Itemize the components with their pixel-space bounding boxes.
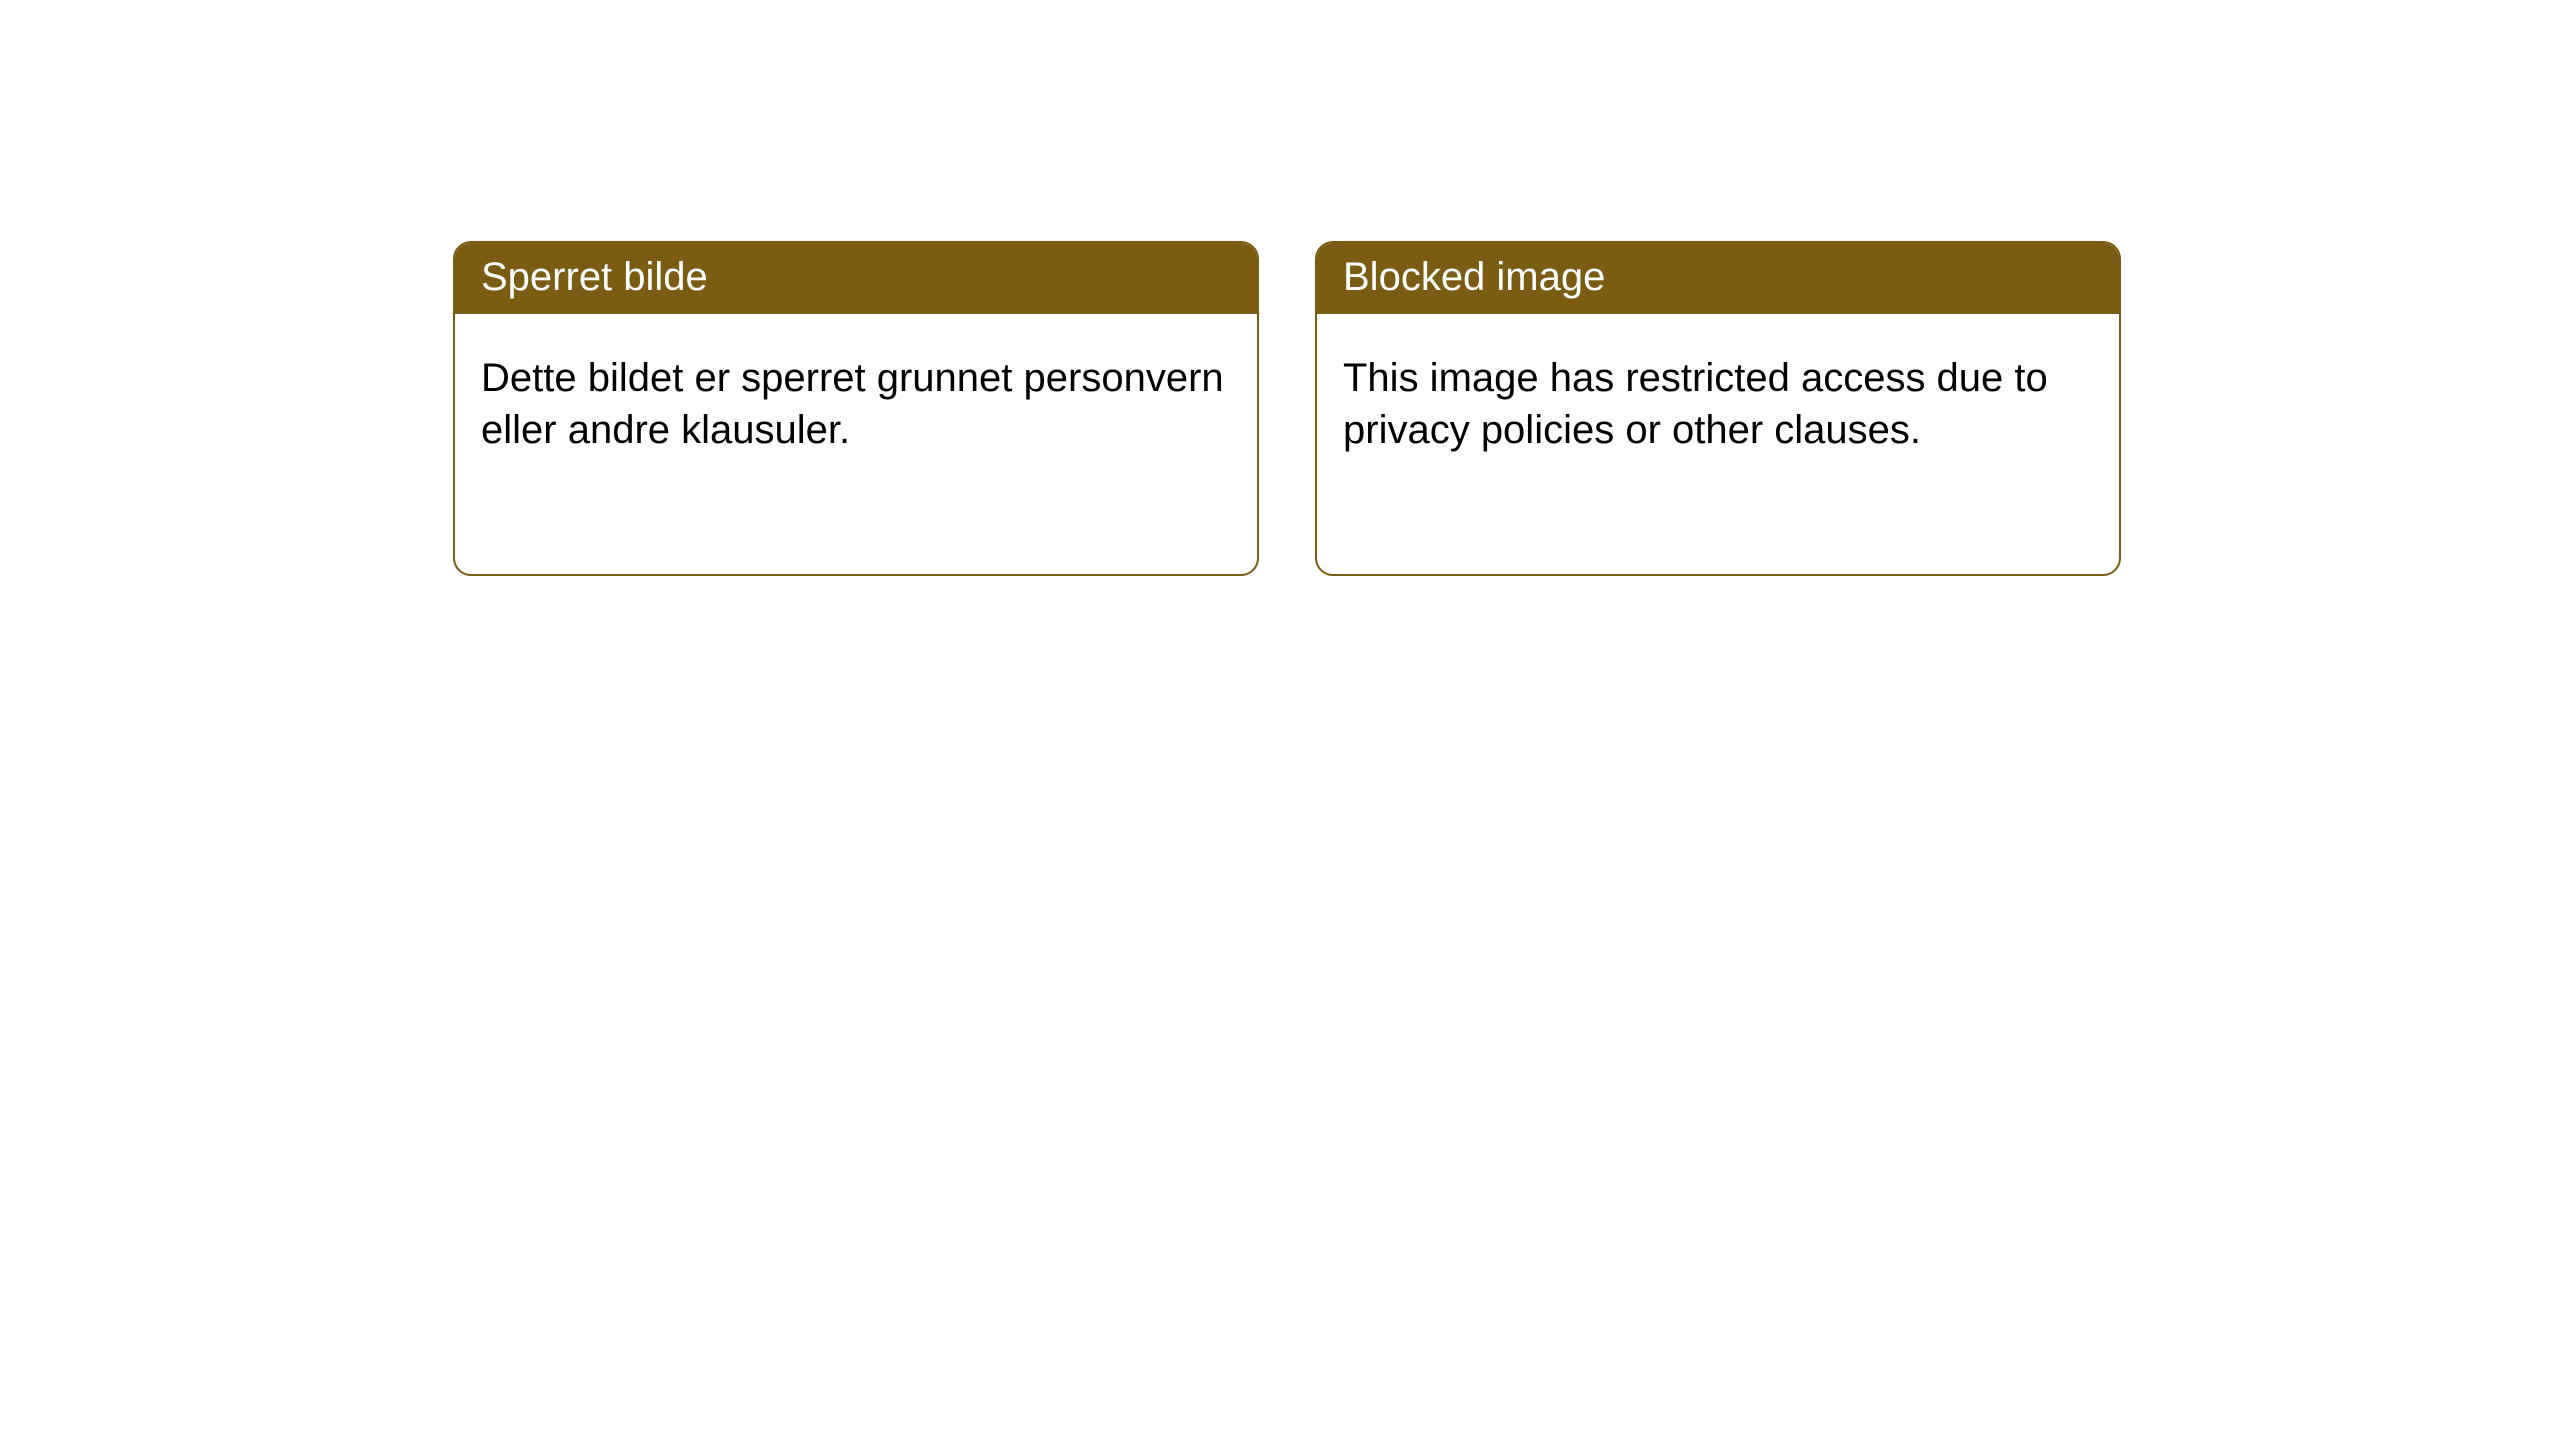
card-body-english: This image has restricted access due to …	[1317, 314, 2119, 482]
card-body-norwegian: Dette bildet er sperret grunnet personve…	[455, 314, 1257, 482]
notice-card-norwegian: Sperret bilde Dette bildet er sperret gr…	[453, 241, 1259, 576]
card-header-english: Blocked image	[1317, 243, 2119, 314]
card-title: Sperret bilde	[481, 255, 708, 299]
notice-card-english: Blocked image This image has restricted …	[1315, 241, 2121, 576]
card-body-text: Dette bildet er sperret grunnet personve…	[481, 356, 1224, 452]
card-header-norwegian: Sperret bilde	[455, 243, 1257, 314]
notice-card-container: Sperret bilde Dette bildet er sperret gr…	[0, 0, 2560, 576]
card-body-text: This image has restricted access due to …	[1343, 356, 2048, 452]
card-title: Blocked image	[1343, 255, 1605, 299]
